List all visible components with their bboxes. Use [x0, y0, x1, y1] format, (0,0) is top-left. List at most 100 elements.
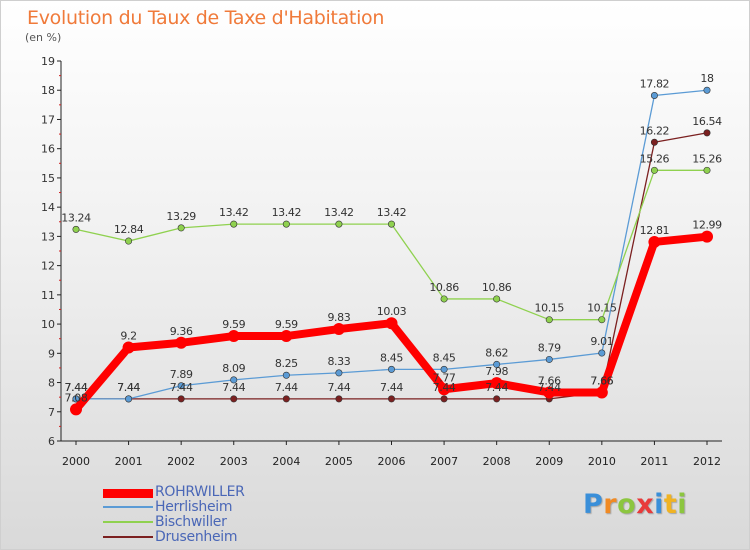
chart-title: Evolution du Taux de Taxe d'Habitation	[27, 7, 385, 29]
data-point-herrlisheim	[493, 360, 501, 368]
data-label-rohrwiller: 7.77	[433, 371, 456, 384]
data-label-drusenheim: 7.44	[433, 381, 456, 394]
y-tick-label: 7	[48, 406, 55, 419]
data-point-herrlisheim	[335, 369, 343, 377]
y-tick-label: 10	[41, 318, 55, 331]
x-tick-label: 2010	[588, 455, 616, 468]
x-tick-label: 2004	[272, 455, 300, 468]
data-point-drusenheim	[650, 138, 658, 146]
data-label-drusenheim: 16.54	[692, 115, 722, 128]
data-point-herrlisheim	[650, 91, 658, 99]
y-tick-label: 14	[41, 201, 55, 214]
legend-swatch-herrlisheim	[103, 506, 153, 508]
legend-swatch-bischwiller	[103, 521, 153, 523]
data-label-rohrwiller: 9.2	[120, 329, 136, 342]
data-label-herrlisheim: 7.44	[65, 381, 88, 394]
data-point-bischwiller	[545, 316, 553, 324]
data-point-rohrwiller	[543, 386, 556, 399]
y-tick-label: 11	[41, 289, 55, 302]
data-point-drusenheim	[387, 395, 395, 403]
data-label-rohrwiller: 7.98	[485, 365, 508, 378]
logo-letter: r	[603, 489, 618, 520]
x-tick-label: 2002	[167, 455, 195, 468]
logo-letter: t	[663, 489, 678, 520]
data-label-bischwiller: 10.86	[429, 281, 459, 294]
x-tick-label: 2006	[378, 455, 406, 468]
data-label-bischwiller: 10.15	[535, 302, 565, 315]
y-tick-label: 16	[41, 143, 55, 156]
data-point-rohrwiller	[595, 386, 608, 399]
data-label-herrlisheim: 8.79	[538, 341, 561, 354]
data-label-drusenheim: 7.44	[485, 381, 508, 394]
data-label-drusenheim: 7.44	[275, 381, 298, 394]
legend-label-bischwiller: Bischwiller	[155, 514, 227, 530]
logo-letter: P	[583, 489, 604, 520]
y-tick-label: 9	[48, 347, 55, 360]
data-point-herrlisheim	[125, 395, 133, 403]
data-label-bischwiller: 10.86	[482, 281, 512, 294]
data-label-drusenheim: 7.66	[590, 374, 613, 387]
data-label-drusenheim: 7.44	[222, 381, 245, 394]
data-point-bischwiller	[177, 224, 185, 232]
data-label-drusenheim: 7.44	[117, 381, 140, 394]
x-tick-label: 2005	[325, 455, 353, 468]
data-point-rohrwiller	[385, 317, 398, 330]
data-label-bischwiller: 13.42	[219, 206, 249, 219]
data-label-bischwiller: 12.84	[114, 223, 144, 236]
data-point-bischwiller	[650, 166, 658, 174]
data-point-bischwiller	[125, 237, 133, 245]
data-label-bischwiller: 10.15	[587, 302, 617, 315]
data-label-herrlisheim: 7.89	[170, 368, 193, 381]
data-point-herrlisheim	[177, 382, 185, 390]
y-tick-label: 13	[41, 230, 55, 243]
data-point-rohrwiller	[227, 330, 240, 343]
data-point-herrlisheim	[598, 349, 606, 357]
data-point-rohrwiller	[438, 383, 451, 396]
data-label-herrlisheim: 18	[700, 72, 714, 85]
data-label-herrlisheim: 17.82	[640, 77, 670, 90]
y-tick-label: 17	[41, 113, 55, 126]
x-tick-label: 2000	[62, 455, 90, 468]
data-point-drusenheim	[335, 395, 343, 403]
data-label-bischwiller: 13.42	[377, 206, 407, 219]
data-point-rohrwiller	[122, 341, 135, 354]
logo-letter: i	[677, 489, 688, 520]
series-line-bischwiller	[75, 169, 708, 321]
x-tick-label: 2012	[693, 455, 721, 468]
y-tick-label: 19	[41, 55, 55, 68]
data-point-drusenheim	[440, 395, 448, 403]
data-point-rohrwiller	[490, 377, 503, 390]
data-label-drusenheim: 16.22	[640, 124, 670, 137]
legend-swatch-drusenheim	[103, 536, 153, 538]
data-label-herrlisheim: 8.33	[327, 355, 350, 368]
data-label-herrlisheim: 7.44	[117, 381, 140, 394]
data-label-herrlisheim: 8.25	[275, 357, 298, 370]
data-label-rohrwiller: 7.66	[590, 374, 613, 387]
data-point-rohrwiller	[701, 230, 713, 243]
data-label-drusenheim: 7.44	[327, 381, 350, 394]
data-label-bischwiller: 13.42	[324, 206, 354, 219]
data-point-bischwiller	[440, 295, 448, 303]
data-point-drusenheim	[282, 395, 290, 403]
data-point-herrlisheim	[230, 376, 238, 384]
x-tick-label: 2008	[483, 455, 511, 468]
data-point-bischwiller	[335, 220, 343, 228]
data-label-drusenheim: 7.44	[65, 381, 88, 394]
data-point-herrlisheim	[72, 395, 80, 403]
data-point-rohrwiller	[175, 336, 188, 349]
proxiti-logo: Proxiti	[583, 489, 687, 520]
legend-label-herrlisheim: Herrlisheim	[155, 499, 233, 515]
data-label-herrlisheim: 8.45	[433, 351, 456, 364]
logo-letter: o	[617, 489, 637, 520]
data-point-bischwiller	[703, 166, 711, 174]
logo-letter: i	[654, 489, 664, 520]
data-label-bischwiller: 13.29	[166, 210, 196, 223]
data-label-rohrwiller: 9.83	[327, 311, 350, 324]
y-tick-label: 8	[48, 377, 55, 390]
x-tick-label: 2011	[640, 455, 668, 468]
data-point-rohrwiller	[70, 403, 82, 416]
data-point-herrlisheim	[282, 371, 290, 379]
y-tick-label: 12	[41, 260, 55, 273]
data-point-drusenheim	[230, 395, 238, 403]
data-point-bischwiller	[282, 220, 290, 228]
